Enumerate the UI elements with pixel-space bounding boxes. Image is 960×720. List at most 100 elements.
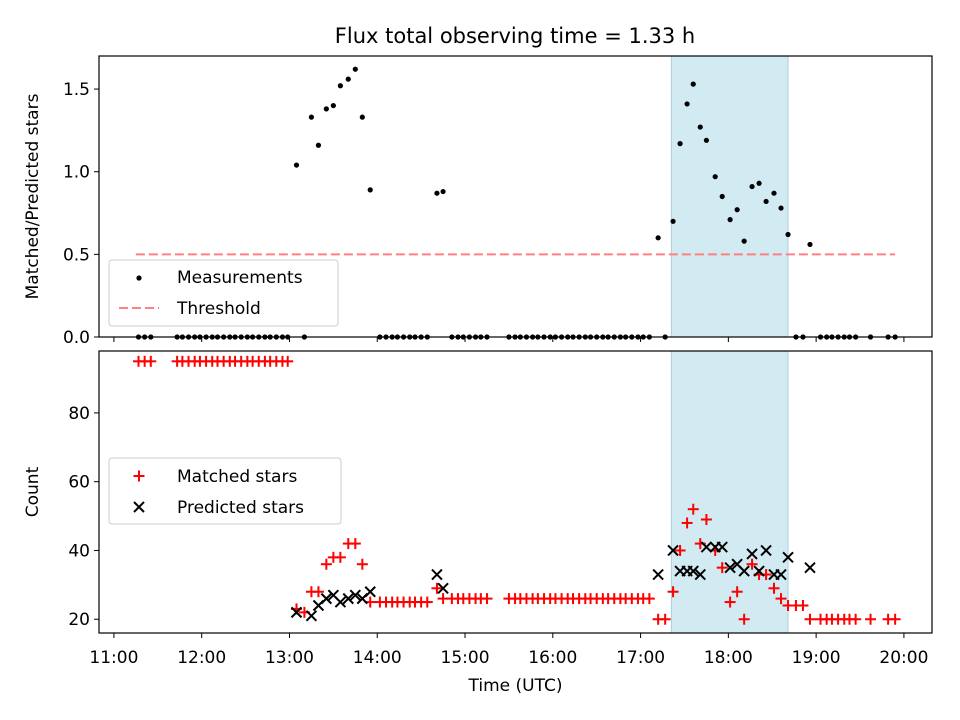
measurement-point — [697, 124, 703, 130]
measurement-point — [330, 102, 336, 109]
matched-star-point — [334, 551, 346, 563]
matched-star-point — [431, 582, 443, 594]
predicted-x-b — [731, 558, 743, 570]
bottom-axes-frame — [98, 350, 933, 634]
predicted-x-b — [349, 589, 362, 601]
measurement-point — [741, 238, 747, 244]
matched-star-point — [775, 593, 787, 605]
top-shaded-span — [670, 55, 789, 338]
measurement-point — [778, 205, 784, 211]
predicted-star-point — [320, 592, 333, 605]
predicted-star-point — [305, 610, 318, 622]
top-y-tick-label: 0.0 — [63, 328, 90, 348]
measurement-point — [749, 183, 755, 190]
legend-label-measurements: Measurements — [177, 268, 303, 288]
matched-star-point — [320, 558, 332, 570]
predicted-star-point — [716, 541, 728, 553]
matched-star-point — [312, 586, 324, 598]
predicted-star-point — [700, 541, 713, 553]
top-axes-frame — [98, 55, 933, 338]
predicted-star-point — [746, 548, 758, 560]
x-tick-label: 20:00 — [879, 648, 928, 668]
predicted-star-point — [437, 582, 449, 594]
matched-star-point — [746, 558, 758, 570]
x-tick-label: 13:00 — [265, 648, 314, 668]
bottom-y-tick-label: 60 — [68, 473, 90, 493]
predicted-star-point — [364, 586, 376, 598]
predicted-x-b — [738, 565, 750, 577]
bottom-shaded-span — [670, 350, 789, 634]
measurement-point — [315, 142, 322, 148]
measurement-point — [434, 190, 440, 196]
legend-box — [108, 457, 342, 525]
predicted-x-b — [305, 610, 318, 622]
measurement-point — [345, 76, 351, 82]
measurement-point — [727, 217, 733, 223]
measurement-point — [703, 137, 710, 143]
x-tick-label: 11:00 — [89, 648, 138, 668]
legend-marker-matched — [133, 470, 145, 482]
predicted-x-b — [760, 544, 772, 557]
predicted-star-point — [334, 596, 347, 608]
matched-star-point — [282, 355, 294, 367]
matched-star-point — [667, 586, 679, 598]
bottom-legend: Matched stars Predicted stars — [108, 457, 342, 525]
legend-label-threshold: Threshold — [176, 299, 261, 319]
measurement-point — [670, 218, 676, 224]
matched-star-point — [738, 613, 750, 625]
legend-x-b — [133, 501, 145, 513]
predicted-x-b — [290, 606, 303, 619]
matched-star-point — [797, 599, 809, 611]
top-y-tick-label: 0.5 — [63, 245, 90, 265]
predicted-star-point — [652, 568, 664, 581]
matched-star-point — [481, 593, 493, 605]
legend-marker-predicted — [133, 501, 145, 513]
measurement-point — [677, 141, 683, 147]
measurement-point — [712, 174, 718, 180]
predicted-star-point — [431, 568, 443, 581]
predicted-x-b — [700, 541, 713, 553]
matched-star-point — [804, 613, 816, 625]
x-tick-label: 14:00 — [353, 648, 402, 668]
measurement-point — [719, 193, 725, 200]
x-tick-label: 12:00 — [177, 648, 226, 668]
predicted-star-point — [760, 544, 772, 557]
predicted-x-b — [782, 551, 794, 564]
predicted-x-b — [364, 586, 376, 598]
x-tick-label: 17:00 — [616, 648, 665, 668]
legend-label-predicted: Predicted stars — [177, 498, 304, 518]
bottom-y-tick-label: 80 — [68, 404, 90, 424]
top-y-axis-label: Matched/Predicted stars — [23, 93, 43, 299]
measurement-point — [293, 162, 300, 168]
predicted-x-b — [652, 568, 664, 581]
predicted-x-b — [746, 548, 758, 560]
predicted-x-b — [667, 544, 679, 557]
measurement-point — [367, 187, 373, 193]
matched-star-point — [724, 596, 736, 608]
measurement-point — [763, 198, 769, 205]
predicted-x-b — [437, 582, 449, 594]
matched-star-point — [850, 613, 862, 625]
top-y-tick-label: 1.5 — [63, 80, 90, 100]
legend-box — [108, 259, 339, 327]
predicted-star-point — [290, 606, 303, 619]
matched-star-point — [716, 562, 728, 574]
predicted-star-point — [753, 565, 765, 577]
top-legend: Measurements Threshold — [108, 259, 339, 327]
measurement-point — [756, 180, 762, 186]
matched-star-point — [349, 538, 361, 550]
predicted-star-point — [694, 568, 706, 581]
matched-star-point — [145, 355, 157, 367]
matched-star-point — [659, 613, 671, 625]
matched-star-point — [889, 613, 901, 625]
measurement-point — [771, 190, 777, 196]
bottom-y-tick-label: 40 — [68, 541, 90, 561]
x-tick-label: 16:00 — [528, 648, 577, 668]
predicted-star-point — [804, 561, 816, 574]
predicted-x-b — [753, 565, 765, 577]
matched-star-point — [687, 503, 699, 515]
predicted-star-point — [667, 544, 679, 557]
measurement-point — [734, 207, 740, 213]
matched-star-point — [356, 558, 368, 570]
